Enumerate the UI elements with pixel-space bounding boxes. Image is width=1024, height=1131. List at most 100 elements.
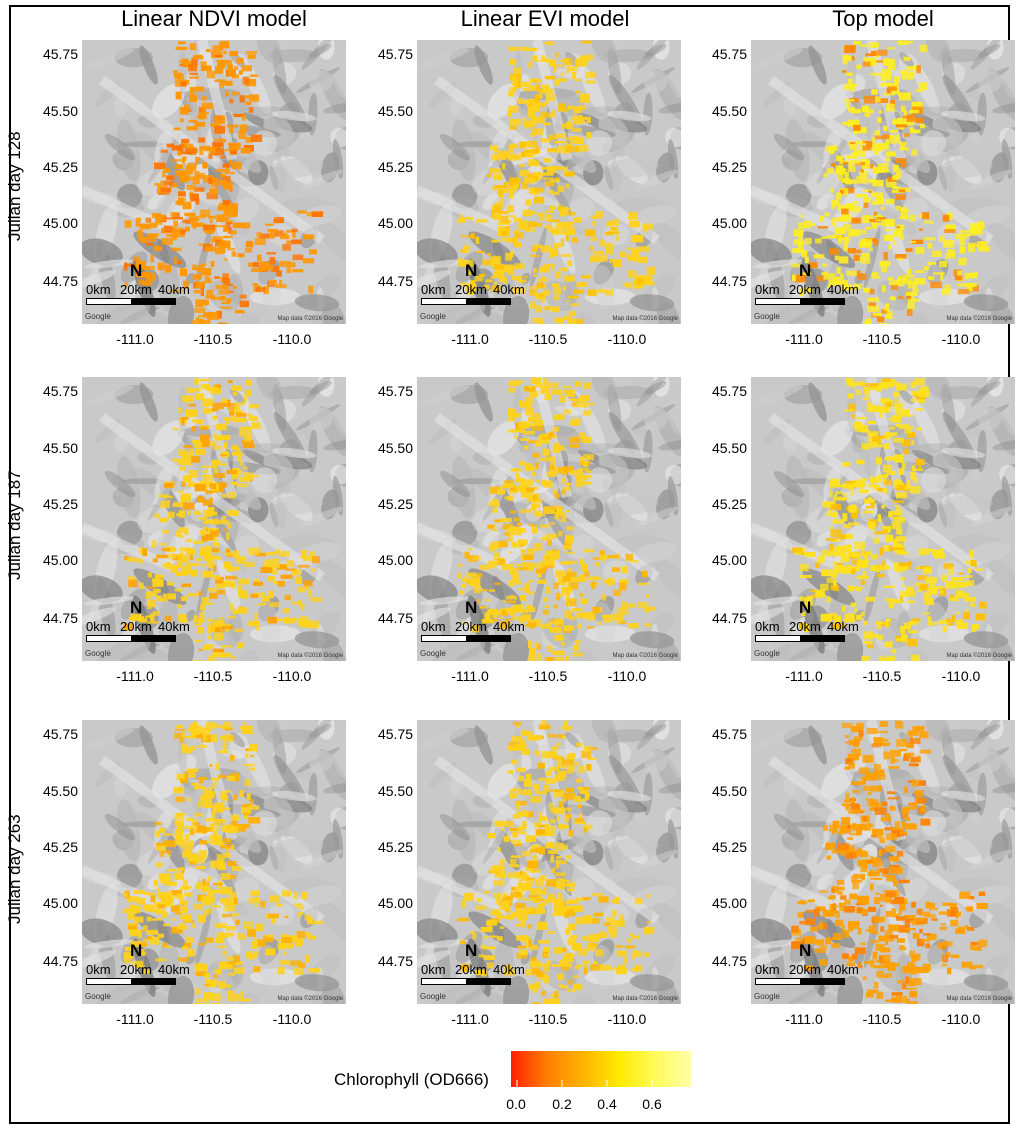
x-axis-tick-label: -110.0 [607,331,647,347]
y-axis-tick-label: 45.00 [377,895,413,911]
y-axis-tick-label: 44.75 [377,953,413,969]
y-axis-tick-label: 45.75 [377,383,413,399]
google-logo: Google [754,312,780,321]
north-arrow-icon: N [130,941,143,960]
x-axis-tick-label: -110.5 [528,668,568,684]
x-axis-tick-label: -110.0 [607,668,647,684]
scale-bar-label: 0km [421,619,446,634]
x-axis-tick-label: -111.0 [116,1011,154,1027]
legend-title: Chlorophyll (OD666) [334,1070,489,1089]
column-title-ndvi: Linear NDVI model [121,6,307,31]
scale-bar-label: 20km [120,619,152,634]
x-axis-tick-label: -111.0 [116,668,154,684]
scale-bar [755,298,845,305]
y-axis-tick-label: 45.25 [42,496,78,512]
scale-bar-label: 20km [789,282,821,297]
map-image: N 0km 20km 40km Google Map data ©2016 Google [751,40,1015,324]
row-title-day263: Julian day 263 [5,814,24,924]
scale-bar [421,298,511,305]
scale-bar-label: 20km [120,282,152,297]
x-axis-tick-label: -111.0 [451,668,489,684]
y-axis-tick-label: 44.75 [711,610,747,626]
y-axis-tick-label: 45.00 [377,552,413,568]
scale-bar-label: 20km [455,282,487,297]
map-data-credit: Map data ©2016 Google [277,996,343,1002]
x-axis-tick-label: -110.0 [272,331,312,347]
x-axis-tick-label: -110.5 [862,668,902,684]
x-axis-tick-label: -110.5 [528,1011,568,1027]
y-axis-tick-label: 45.75 [42,383,78,399]
scale-bar-label: 0km [755,619,780,634]
scale-bar-label: 0km [86,619,111,634]
scale-bar-label: 20km [455,962,487,977]
x-axis-tick-label: -110.0 [272,668,312,684]
map-data-credit: Map data ©2016 Google [612,653,678,659]
x-axis-tick-label: -110.5 [193,1011,233,1027]
map-image: N 0km 20km 40km Google Map data ©2016 Google [417,377,681,661]
y-axis-tick-label: 45.25 [377,159,413,175]
column-title-evi: Linear EVI model [460,6,630,31]
scale-bar-label: 40km [493,282,525,297]
scale-bar [86,635,176,642]
scale-bar-label: 0km [86,282,111,297]
x-axis-tick-label: -110.0 [941,1011,981,1027]
map-data-credit: Map data ©2016 Google [612,316,678,322]
row-title-day187: Julian day 187 [5,470,24,580]
map-data-credit: Map data ©2016 Google [277,653,343,659]
scale-bar-label: 40km [827,282,859,297]
google-logo: Google [754,992,780,1001]
north-arrow-icon: N [799,261,812,280]
north-arrow-icon: N [130,598,143,617]
map-image: N 0km 20km 40km Google Map data ©2016 Google [82,40,346,324]
scale-bar-label: 0km [86,962,111,977]
map-data-credit: Map data ©2016 Google [946,996,1012,1002]
map-data-credit: Map data ©2016 Google [946,316,1012,322]
scale-bar [421,635,511,642]
google-logo: Google [754,649,780,658]
scale-bar-label: 40km [493,962,525,977]
y-axis-tick-label: 44.75 [42,610,78,626]
y-axis-tick-label: 44.75 [711,953,747,969]
x-axis-tick-label: -110.0 [607,1011,647,1027]
y-axis-tick-label: 44.75 [42,273,78,289]
y-axis-tick-label: 45.00 [42,895,78,911]
google-logo: Google [420,312,446,321]
scale-bar-label: 20km [120,962,152,977]
y-axis-tick-label: 45.25 [377,839,413,855]
scale-bar-label: 40km [158,962,190,977]
y-axis-tick-label: 45.50 [711,440,747,456]
y-axis-tick-label: 45.50 [377,103,413,119]
legend-colorbar [511,1051,691,1087]
map-image: N 0km 20km 40km Google Map data ©2016 Google [417,40,681,324]
north-arrow-icon: N [465,941,478,960]
map-image: N 0km 20km 40km Google Map data ©2016 Google [751,720,1015,1004]
x-axis-tick-label: -111.0 [785,331,823,347]
x-axis-tick-label: -110.5 [193,331,233,347]
scale-bar-label: 0km [421,962,446,977]
x-axis-tick-label: -111.0 [785,668,823,684]
row-title-day128: Julian day 128 [5,131,24,241]
map-data-credit: Map data ©2016 Google [612,996,678,1002]
y-axis-tick-label: 45.75 [42,46,78,62]
y-axis-tick-label: 45.75 [42,726,78,742]
y-axis-tick-label: 45.25 [711,159,747,175]
scale-bar-label: 40km [827,962,859,977]
north-arrow-icon: N [799,598,812,617]
north-arrow-icon: N [465,261,478,280]
y-axis-tick-label: 45.25 [377,496,413,512]
x-axis-tick-label: -110.5 [862,331,902,347]
scale-bar [755,635,845,642]
map-image: N 0km 20km 40km Google Map data ©2016 Google [417,720,681,1004]
y-axis-tick-label: 45.50 [377,783,413,799]
scale-bar-label: 40km [827,619,859,634]
y-axis-tick-label: 44.75 [377,273,413,289]
y-axis-tick-label: 45.50 [42,440,78,456]
y-axis-tick-label: 45.00 [711,215,747,231]
y-axis-tick-label: 45.00 [377,215,413,231]
x-axis-tick-label: -110.0 [272,1011,312,1027]
map-data-credit: Map data ©2016 Google [946,653,1012,659]
scale-bar-label: 40km [158,619,190,634]
scale-bar [86,298,176,305]
google-logo: Google [420,992,446,1001]
y-axis-tick-label: 44.75 [711,273,747,289]
